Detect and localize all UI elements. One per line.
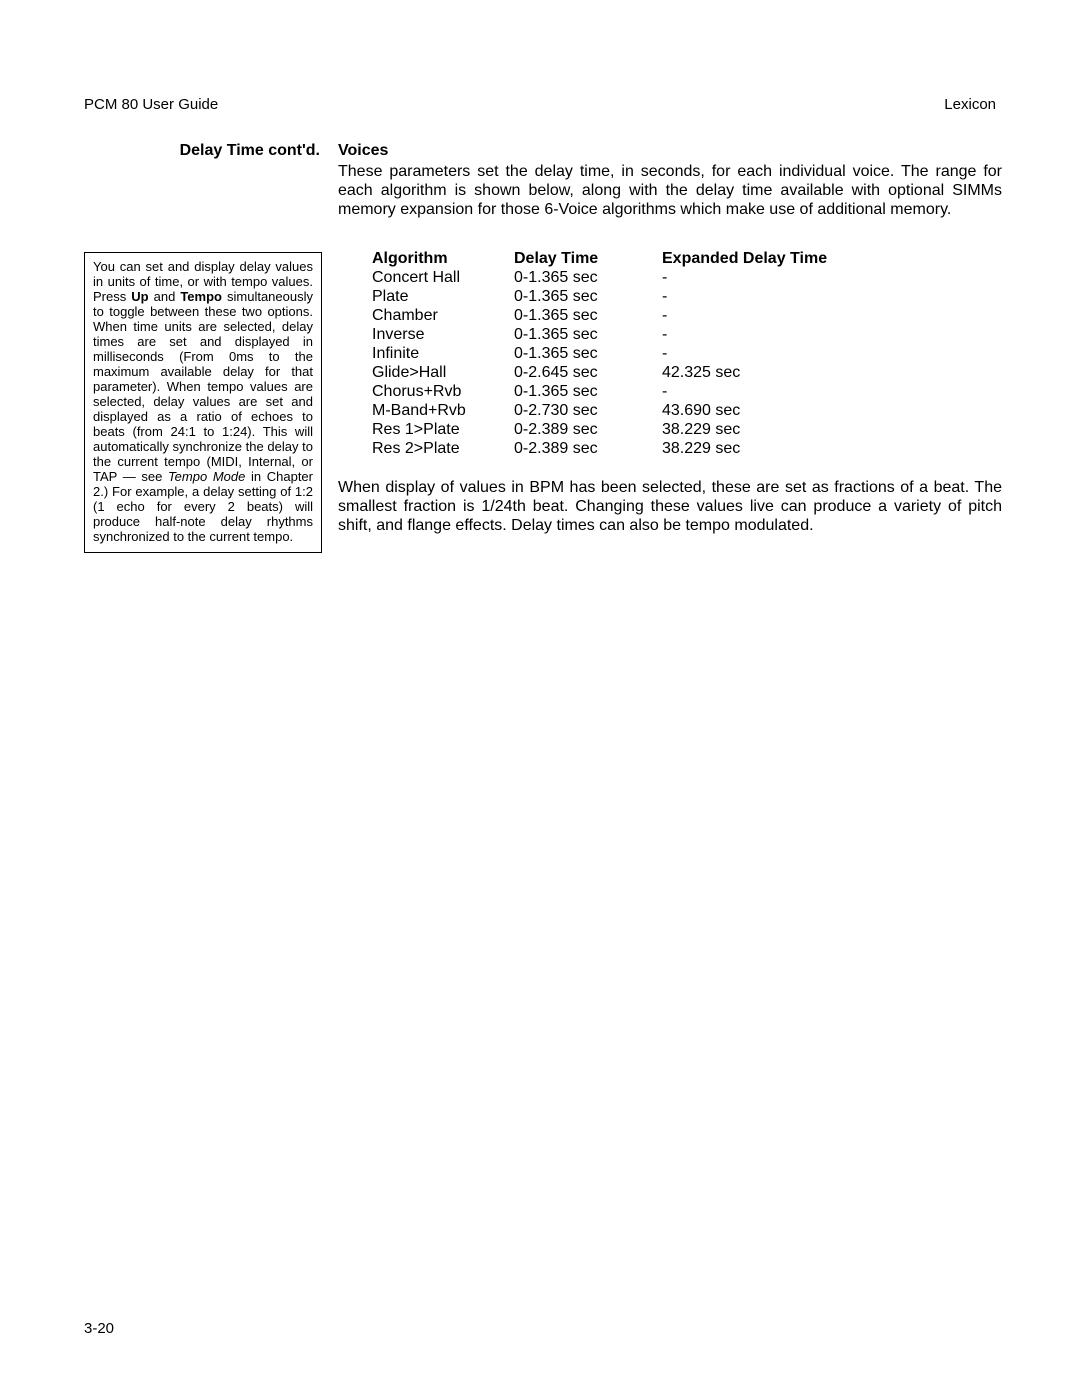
voices-heading: Voices: [338, 142, 388, 160]
table-row: Plate 0-1.365 sec -: [372, 287, 992, 306]
cell-expanded: 43.690 sec: [662, 401, 992, 420]
cell-delaytime: 0-1.365 sec: [514, 344, 662, 363]
cell-delaytime: 0-1.365 sec: [514, 268, 662, 287]
table-row: Infinite 0-1.365 sec -: [372, 344, 992, 363]
cell-expanded: -: [662, 306, 992, 325]
table-header-row: Algorithm Delay Time Expanded Delay Time: [372, 249, 992, 268]
table-header-algorithm: Algorithm: [372, 249, 514, 268]
cell-expanded: -: [662, 344, 992, 363]
cell-expanded: -: [662, 287, 992, 306]
header-right: Lexicon: [944, 96, 996, 113]
page-number: 3-20: [84, 1320, 114, 1337]
table-row: Concert Hall 0-1.365 sec -: [372, 268, 992, 287]
page: PCM 80 User Guide Lexicon Delay Time con…: [0, 0, 1080, 1397]
intro-paragraph: These parameters set the delay time, in …: [338, 162, 1002, 219]
cell-expanded: -: [662, 382, 992, 401]
cell-expanded: 38.229 sec: [662, 439, 992, 458]
cell-algorithm: Chorus+Rvb: [372, 382, 514, 401]
algorithm-table: Algorithm Delay Time Expanded Delay Time…: [372, 249, 992, 458]
cell-algorithm: M-Band+Rvb: [372, 401, 514, 420]
sidebar-bold-up: Up: [131, 289, 148, 304]
sidebar-text: simultaneously to toggle between these t…: [93, 289, 313, 484]
cell-algorithm: Res 1>Plate: [372, 420, 514, 439]
table-row: Glide>Hall 0-2.645 sec 42.325 sec: [372, 363, 992, 382]
cell-algorithm: Inverse: [372, 325, 514, 344]
table-row: Chamber 0-1.365 sec -: [372, 306, 992, 325]
cell-algorithm: Concert Hall: [372, 268, 514, 287]
header-left: PCM 80 User Guide: [84, 96, 218, 113]
cell-delaytime: 0-1.365 sec: [514, 382, 662, 401]
cell-algorithm: Chamber: [372, 306, 514, 325]
cell-expanded: 42.325 sec: [662, 363, 992, 382]
cell-delaytime: 0-1.365 sec: [514, 325, 662, 344]
cell-algorithm: Res 2>Plate: [372, 439, 514, 458]
cell-algorithm: Plate: [372, 287, 514, 306]
table-row: Res 2>Plate 0-2.389 sec 38.229 sec: [372, 439, 992, 458]
cell-delaytime: 0-1.365 sec: [514, 306, 662, 325]
cell-algorithm: Infinite: [372, 344, 514, 363]
cell-delaytime: 0-2.389 sec: [514, 420, 662, 439]
sidebar-bold-tempo: Tempo: [180, 289, 222, 304]
cell-expanded: -: [662, 268, 992, 287]
sidebar-text: and: [149, 289, 181, 304]
sidebar-note-box: You can set and display delay values in …: [84, 252, 322, 553]
table-header-expanded: Expanded Delay Time: [662, 249, 992, 268]
cell-expanded: 38.229 sec: [662, 420, 992, 439]
bpm-paragraph: When display of values in BPM has been s…: [338, 478, 1002, 535]
table-row: Inverse 0-1.365 sec -: [372, 325, 992, 344]
cell-delaytime: 0-2.645 sec: [514, 363, 662, 382]
cell-algorithm: Glide>Hall: [372, 363, 514, 382]
sidebar-italic-tempomode: Tempo Mode: [168, 469, 245, 484]
cell-expanded: -: [662, 325, 992, 344]
table-header-delaytime: Delay Time: [514, 249, 662, 268]
table-row: Res 1>Plate 0-2.389 sec 38.229 sec: [372, 420, 992, 439]
cell-delaytime: 0-1.365 sec: [514, 287, 662, 306]
cell-delaytime: 0-2.389 sec: [514, 439, 662, 458]
cell-delaytime: 0-2.730 sec: [514, 401, 662, 420]
table-row: M-Band+Rvb 0-2.730 sec 43.690 sec: [372, 401, 992, 420]
table-row: Chorus+Rvb 0-1.365 sec -: [372, 382, 992, 401]
section-label: Delay Time cont'd.: [160, 142, 320, 160]
